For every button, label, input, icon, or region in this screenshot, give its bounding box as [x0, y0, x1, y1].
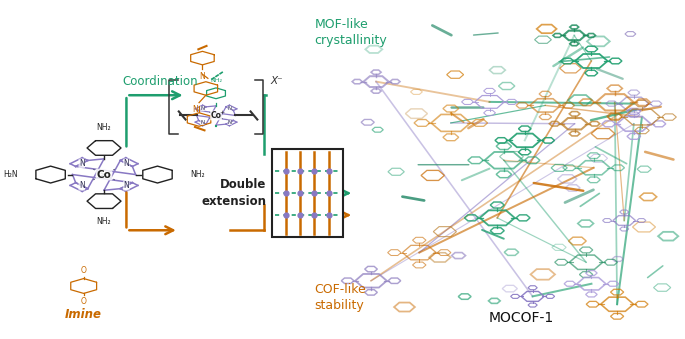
Text: N: N [227, 120, 232, 125]
Text: N: N [200, 106, 204, 111]
Text: N: N [227, 106, 232, 111]
Text: N: N [192, 105, 198, 114]
Text: MOCOF-1: MOCOF-1 [489, 311, 554, 325]
Text: NH₂: NH₂ [97, 123, 112, 133]
Text: Coordination: Coordination [123, 76, 198, 88]
Text: Co: Co [210, 111, 221, 120]
Text: N: N [123, 159, 129, 168]
Text: COF-like
stability: COF-like stability [314, 283, 366, 312]
Text: Imine: Imine [65, 308, 102, 321]
Text: N: N [199, 72, 205, 81]
Text: O: O [81, 297, 86, 306]
Text: H₂N: H₂N [3, 170, 18, 179]
Text: N: N [79, 159, 85, 168]
Text: X⁻: X⁻ [271, 76, 284, 86]
Text: +: + [219, 109, 224, 115]
Text: N: N [123, 181, 129, 190]
Text: NH₂: NH₂ [97, 217, 112, 226]
Text: NH₂: NH₂ [210, 78, 222, 83]
Text: NH₂: NH₂ [190, 170, 205, 179]
Text: Co: Co [97, 170, 112, 180]
Text: Double
extension: Double extension [201, 178, 266, 208]
Bar [272, 149, 343, 237]
Text: N: N [200, 120, 204, 125]
Text: MOF-like
crystallinity: MOF-like crystallinity [314, 18, 387, 46]
Text: O: O [81, 266, 86, 275]
Text: N: N [79, 181, 85, 190]
